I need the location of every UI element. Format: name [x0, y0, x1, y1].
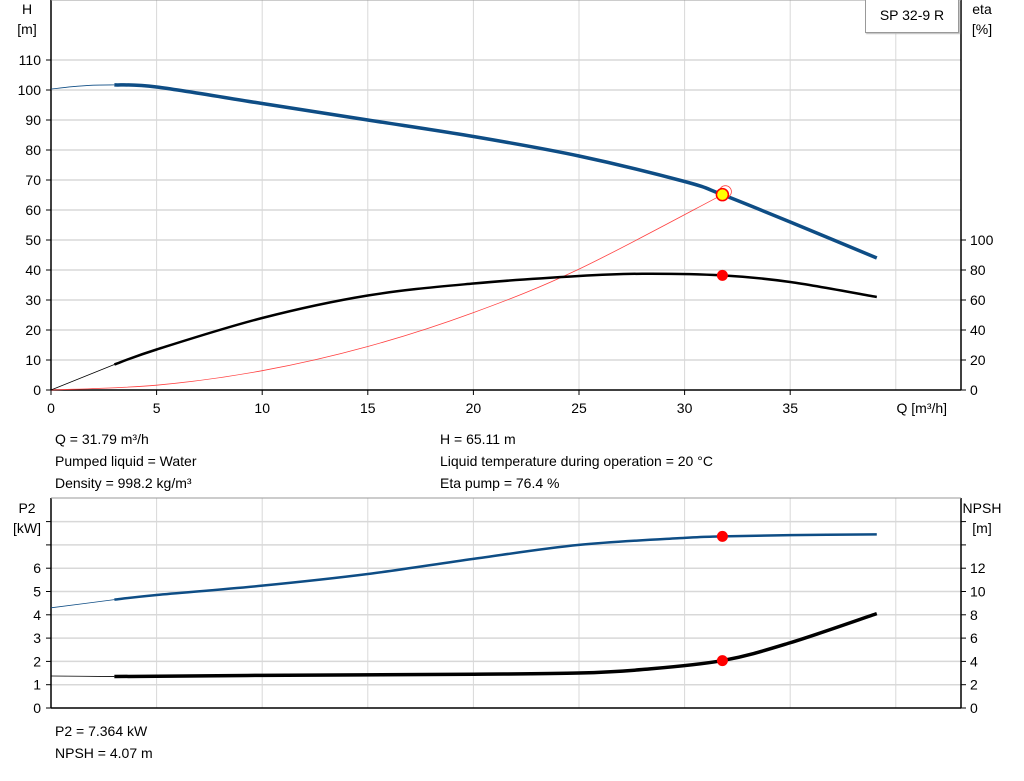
x-tick-label: 0 — [47, 400, 55, 416]
y-axis-label: H — [22, 1, 32, 17]
npsh-value: NPSH = 4.07 m — [55, 745, 153, 761]
info-bottom: P2 = 7.364 kW NPSH = 4.07 m — [55, 720, 153, 764]
y2-tick-label: 6 — [970, 630, 978, 646]
x-tick-label: 5 — [153, 400, 161, 416]
head-curve — [114, 83, 878, 260]
y2-axis-label: eta — [972, 1, 992, 17]
density: Density = 998.2 kg/m³ — [55, 475, 192, 491]
y-tick-label: 3 — [33, 630, 41, 646]
info-left: Q = 31.79 m³/h Pumped liquid = Water Den… — [55, 428, 197, 494]
npsh-curve — [114, 611, 878, 679]
x-tick-label: 35 — [782, 400, 798, 416]
y-tick-label: 110 — [19, 52, 42, 68]
y-tick-label: 0 — [33, 700, 41, 716]
y-tick-label: 1 — [33, 677, 41, 693]
y2-axis-unit: [%] — [972, 21, 992, 37]
x-tick-label: 30 — [677, 400, 693, 416]
x-axis-label: Q [m³/h] — [897, 400, 948, 416]
y-tick-label: 30 — [25, 292, 41, 308]
y2-tick-label: 2 — [970, 677, 978, 693]
y2-tick-label: 40 — [970, 322, 986, 338]
y-tick-label: 10 — [25, 352, 41, 368]
pumped-liquid: Pumped liquid = Water — [55, 453, 197, 469]
y-axis-unit: [m] — [17, 21, 36, 37]
y-tick-label: 4 — [33, 607, 41, 623]
y2-tick-label: 4 — [970, 653, 978, 669]
y-tick-label: 50 — [25, 232, 41, 248]
liquid-temperature: Liquid temperature during operation = 20… — [440, 453, 713, 469]
y2-tick-label: 0 — [970, 382, 978, 398]
y-tick-label: 70 — [25, 172, 41, 188]
y-tick-label: 90 — [25, 112, 41, 128]
system-curve — [50, 194, 723, 391]
npsh-duty-point — [716, 655, 728, 667]
y2-tick-label: 10 — [970, 584, 986, 600]
y-tick-label: 60 — [25, 202, 41, 218]
y2-axis-unit: [m] — [972, 520, 991, 536]
p2-curve — [114, 533, 877, 601]
y2-tick-label: 12 — [970, 560, 986, 576]
y2-tick-label: 80 — [970, 262, 986, 278]
y2-tick-label: 100 — [970, 232, 994, 248]
eta-duty-point — [716, 269, 728, 281]
npsh-curve-extrapolated — [50, 675, 115, 677]
head-value: H = 65.11 m — [440, 431, 516, 447]
x-tick-label: 20 — [466, 400, 482, 416]
p2-value: P2 = 7.364 kW — [55, 723, 148, 739]
y-axis-unit: [kW] — [13, 520, 41, 536]
y-tick-label: 2 — [33, 653, 41, 669]
flow-value: Q = 31.79 m³/h — [55, 431, 149, 447]
x-tick-label: 15 — [360, 400, 376, 416]
y2-axis-label: NPSH — [963, 500, 1002, 516]
y-tick-label: 40 — [25, 262, 41, 278]
p2-duty-point — [716, 530, 728, 542]
y-tick-label: 20 — [25, 322, 41, 338]
y2-tick-label: 60 — [970, 292, 986, 308]
y-tick-label: 100 — [18, 82, 42, 98]
x-tick-label: 25 — [571, 400, 587, 416]
model-label: SP 32-9 R — [865, 0, 959, 33]
info-right: H = 65.11 m Liquid temperature during op… — [440, 428, 713, 494]
y-tick-label: 0 — [33, 382, 41, 398]
eta-curve — [113, 272, 878, 366]
y2-tick-label: 8 — [970, 607, 978, 623]
head-duty-point — [715, 187, 730, 202]
eta-pump: Eta pump = 76.4 % — [440, 475, 560, 491]
head-curve-extrapolated — [50, 84, 115, 90]
y-axis-label: P2 — [18, 500, 35, 516]
y2-tick-label: 20 — [970, 352, 986, 368]
y-tick-label: 6 — [33, 560, 41, 576]
y2-tick-label: 0 — [970, 700, 978, 716]
x-tick-label: 10 — [254, 400, 270, 416]
y-tick-label: 5 — [33, 584, 41, 600]
eta-curve-extrapolated — [50, 364, 115, 391]
y-tick-label: 80 — [25, 142, 41, 158]
p2-curve-extrapolated — [50, 599, 115, 609]
